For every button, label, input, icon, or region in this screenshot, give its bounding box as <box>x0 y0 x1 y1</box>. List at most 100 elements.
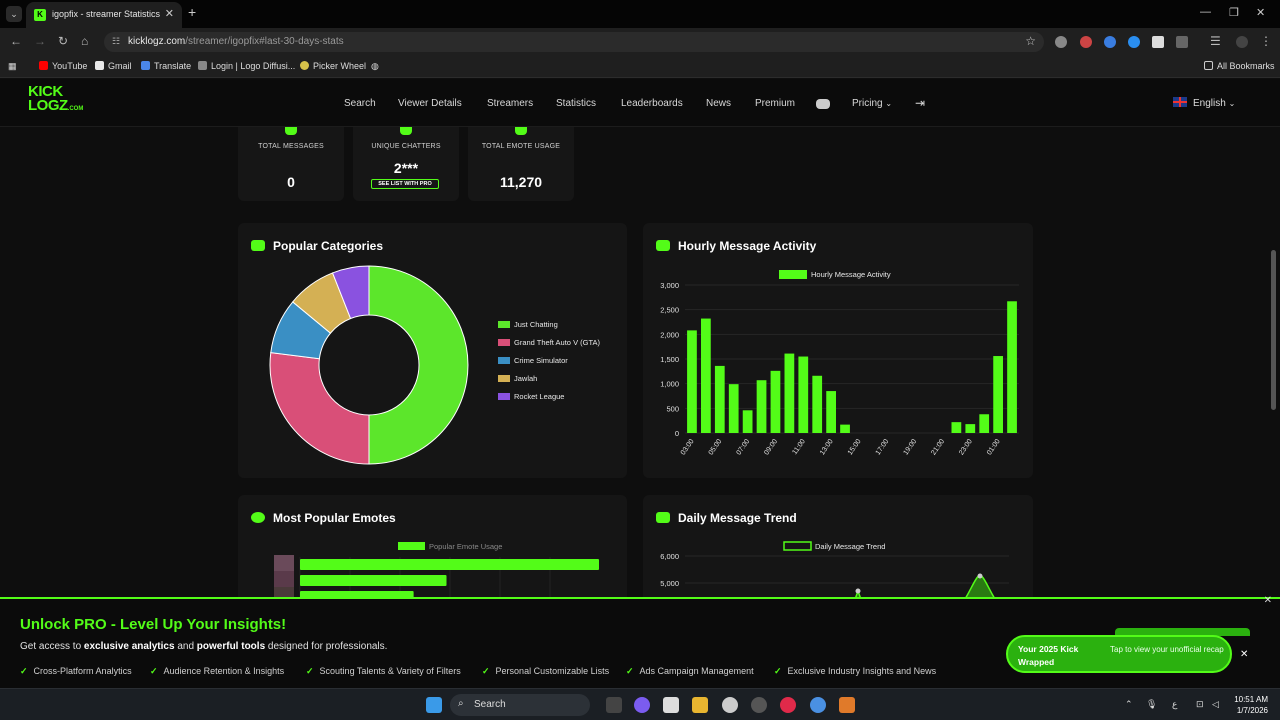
stat-label: UNIQUE CHATTERS <box>371 143 441 150</box>
y-tick-label: 1,500 <box>660 355 679 364</box>
kicklogz-logo[interactable]: KICK LOGZ.COM <box>28 83 84 114</box>
panel-title: Most Popular Emotes <box>251 511 396 525</box>
ime-icon[interactable]: ع <box>1172 699 1178 709</box>
legend-swatch <box>498 375 510 382</box>
nav-streamers[interactable]: Streamers <box>487 98 534 109</box>
back-icon[interactable]: ← <box>10 34 22 48</box>
all-bookmarks[interactable]: All Bookmarks <box>1204 61 1275 71</box>
close-tab-icon[interactable]: ✕ <box>164 8 174 20</box>
bookmark-picker-wheel[interactable]: Picker Wheel <box>300 61 366 71</box>
stat-card-total-emote-usage: TOTAL EMOTE USAGE 11,270 <box>468 127 574 201</box>
kick-wrapped-toast[interactable]: Your 2025 Kick Wrapped Tap to view your … <box>1006 635 1232 673</box>
bookmark-star-icon[interactable]: ☆ <box>1025 34 1036 48</box>
legend-label: Rocket League <box>514 392 564 401</box>
data-point <box>977 573 983 579</box>
media-player-icon[interactable] <box>780 697 796 713</box>
microphone-icon[interactable]: 🎙 <box>1146 699 1158 709</box>
profile-avatar[interactable] <box>1236 36 1248 48</box>
x-tick-label: 01:00 <box>986 438 1002 456</box>
browser-tab[interactable]: K igopfix - streamer Statistics ✕ <box>26 2 182 28</box>
tab-search-chevron-icon[interactable]: ⌄ <box>6 6 22 22</box>
bar <box>701 318 711 433</box>
discord-icon[interactable] <box>816 99 830 109</box>
volume-icon[interactable]: ◁ <box>1212 699 1219 709</box>
nav-statistics[interactable]: Statistics <box>556 98 597 109</box>
file-explorer-icon[interactable] <box>692 697 708 713</box>
login-icon[interactable]: ⇥ <box>915 96 926 110</box>
restore-icon[interactable]: ❐ <box>1229 7 1239 19</box>
bar <box>993 356 1003 433</box>
nav-search[interactable]: Search <box>344 98 376 109</box>
extension-icon[interactable] <box>1152 36 1164 48</box>
emotes-bar-chart: Popular Emote Usage <box>274 542 599 597</box>
extension-icon[interactable] <box>1080 36 1092 48</box>
y-tick-label: 500 <box>666 404 679 413</box>
site-info-icon[interactable]: ☷ <box>112 36 121 46</box>
see-list-with-pro-button[interactable]: SEE LIST WITH PRO <box>371 179 439 189</box>
bookmark-globe-icon[interactable]: ◍ <box>371 61 379 71</box>
copilot-icon[interactable] <box>634 697 650 713</box>
browser-menu-icon[interactable]: ⋮ <box>1260 34 1272 48</box>
bookmark-gmail[interactable]: Gmail <box>95 61 132 71</box>
extension-icon[interactable] <box>1128 36 1140 48</box>
feature-item: Ads Campaign Management <box>626 666 754 677</box>
network-icon[interactable]: ⊡ <box>1196 699 1204 709</box>
reload-icon[interactable]: ↻ <box>58 34 69 48</box>
legend-swatch <box>498 393 510 400</box>
nav-viewer-details[interactable]: Viewer Details <box>398 98 462 109</box>
page-scrollbar[interactable] <box>1271 250 1276 410</box>
close-banner-icon[interactable]: ✕ <box>1263 595 1272 606</box>
feature-item: Cross-Platform Analytics <box>20 666 132 677</box>
bar-chart-icon <box>656 240 670 251</box>
chrome-icon[interactable] <box>810 697 826 713</box>
x-tick-label: 15:00 <box>847 438 863 456</box>
extension-icon[interactable] <box>1104 36 1116 48</box>
settings-icon[interactable] <box>722 697 738 713</box>
emote-thumbnail <box>274 555 294 571</box>
close-wrapped-icon[interactable]: ✕ <box>1240 649 1249 660</box>
system-clock[interactable]: 10:51 AM 1/7/2026 <box>1234 695 1268 715</box>
nav-pricing[interactable]: Pricing ⌄ <box>852 98 893 109</box>
bookmark-login[interactable]: Login | Logo Diffusi... <box>198 61 295 71</box>
popular-emotes-panel: Most Popular Emotes Popular Emote Usage <box>238 495 627 597</box>
y-tick-label: 3,000 <box>660 281 679 290</box>
legend-label: Hourly Message Activity <box>811 270 891 279</box>
site-header: KICK LOGZ.COM Search Viewer Details Stre… <box>0 79 1280 127</box>
daily-line-chart: Daily Message Trend 6,000 5,000 <box>660 541 1009 597</box>
app-icon[interactable] <box>751 697 767 713</box>
bar <box>840 424 850 433</box>
bookmark-translate[interactable]: Translate <box>141 61 191 71</box>
store-icon[interactable] <box>663 697 679 713</box>
language-select[interactable]: English ⌄ <box>1173 97 1235 109</box>
home-icon[interactable]: ⌂ <box>81 34 89 48</box>
address-bar[interactable]: ☷ kicklogz.com/streamer/igopfix#last-30-… <box>104 32 1044 52</box>
banner-cta-button[interactable] <box>1115 628 1250 636</box>
bar <box>784 353 795 433</box>
chat-icon <box>285 127 297 135</box>
legend-swatch <box>779 270 807 279</box>
app-icon[interactable] <box>839 697 855 713</box>
x-tick-label: 11:00 <box>791 438 807 456</box>
legend-label: Daily Message Trend <box>815 542 885 551</box>
bar <box>300 559 599 570</box>
taskbar-search[interactable]: ⌕ Search <box>450 694 590 716</box>
close-window-icon[interactable]: ✕ <box>1256 7 1266 19</box>
apps-grid-icon[interactable]: ▦ <box>8 61 17 71</box>
extension-icon[interactable] <box>1055 36 1067 48</box>
windows-start-icon[interactable] <box>426 697 442 713</box>
nav-leaderboards[interactable]: Leaderboards <box>621 98 683 109</box>
extensions-puzzle-icon[interactable] <box>1176 36 1188 48</box>
users-icon <box>400 127 412 135</box>
tray-chevron-icon[interactable]: ⌃ <box>1125 699 1133 709</box>
nav-premium[interactable]: Premium <box>755 98 796 109</box>
forward-icon[interactable]: → <box>34 34 46 48</box>
minimize-icon[interactable]: — <box>1200 6 1211 18</box>
y-tick-label: 2,500 <box>660 306 679 315</box>
pie-slice <box>269 352 370 465</box>
new-tab-icon[interactable]: + <box>188 4 197 20</box>
nav-news[interactable]: News <box>706 98 732 109</box>
reading-list-icon[interactable]: ☰ <box>1210 34 1221 48</box>
bookmark-youtube[interactable]: YouTube <box>39 61 87 71</box>
task-view-icon[interactable] <box>606 697 622 713</box>
bar <box>742 410 753 433</box>
